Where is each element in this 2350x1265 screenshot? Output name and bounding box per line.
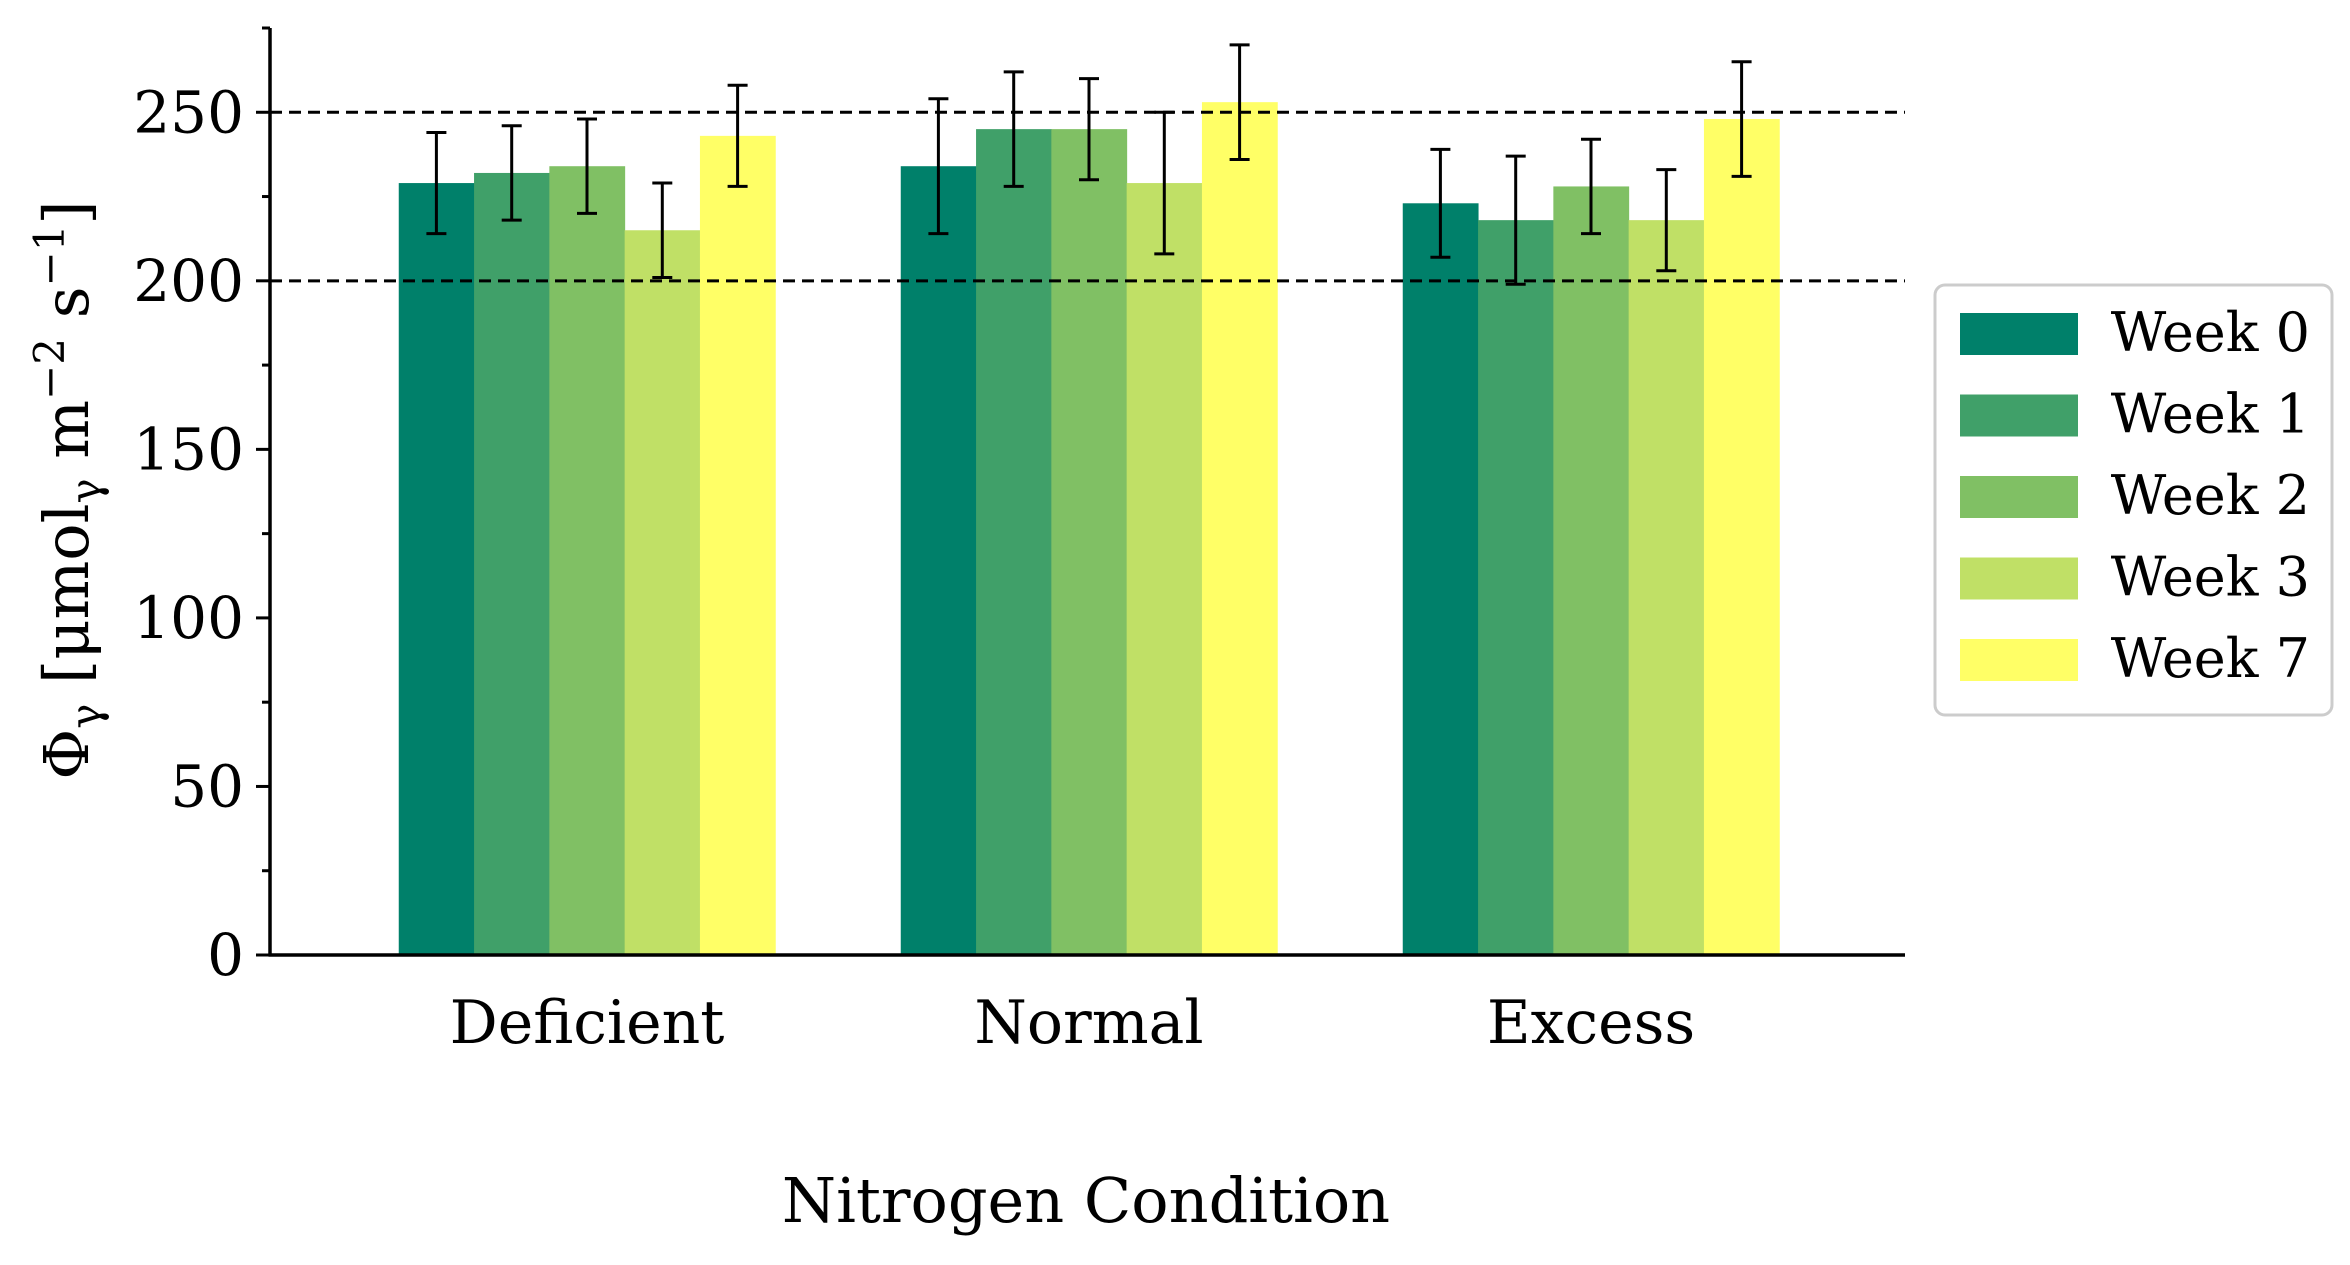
legend-swatch [1960,557,2078,600]
bar-deficient-week-1 [474,172,550,955]
error-bar-normal-week-3 [1154,110,1175,256]
legend-item-week-3: Week 3 [1960,546,2310,609]
y-axis-title: Φγ [μmolγ m−2 s−1] [25,200,110,779]
error-bar-deficient-week-0 [426,130,447,236]
error-bar-normal-week-7 [1229,43,1250,161]
error-bar-normal-week-0 [928,97,949,236]
legend-swatch [1960,313,2078,355]
error-bars [426,43,1752,286]
bar-normal-week-2 [1051,129,1128,956]
bar-deficient-week-0 [398,183,475,955]
x-axis-title: Nitrogen Condition [782,1164,1390,1237]
bar-deficient-week-2 [549,166,626,955]
x-tick-label-deficient: Deficient [450,988,725,1058]
axes [268,28,1905,957]
legend-item-week-1: Week 1 [1960,383,2310,446]
legend-swatch [1960,476,2078,518]
bar-normal-week-7 [1201,102,1278,955]
bar-normal-week-1 [976,129,1052,956]
x-tick-label-excess: Excess [1487,988,1695,1058]
legend-item-week-7: Week 7 [1960,627,2310,690]
y-tick-label-0: 0 [207,921,244,989]
legend: Week 0 Week 1 Week 2 Week 3 Week 7 [1933,283,2334,717]
bar-normal-week-3 [1126,183,1203,955]
error-bar-normal-week-1 [1003,70,1024,188]
y-axis-symbol-sub: γ [61,704,110,729]
error-bar-excess-week-3 [1656,168,1677,273]
bar-excess-week-0 [1402,203,1479,955]
bar-excess-week-7 [1703,119,1780,956]
legend-items: Week 0 Week 1 Week 2 Week 3 Week 7 [1960,301,2310,690]
bar-excess-week-3 [1628,220,1705,955]
legend-label: Week 2 [2111,464,2310,527]
error-bar-excess-week-7 [1731,60,1752,178]
error-bar-deficient-week-7 [727,83,748,188]
error-bar-deficient-week-3 [652,181,673,279]
legend-frame [1933,283,2334,717]
y-axis-unit-m-exp: −2 [25,338,74,400]
error-bar-normal-week-2 [1079,77,1099,182]
y-axis-symbol: Φ [30,729,103,780]
error-bar-excess-week-1 [1505,154,1526,286]
y-axis-unit-open: [μmol [30,504,103,704]
bars-layer [398,102,1780,956]
y-tick-label-150: 150 [133,415,244,483]
y-axis-unit-sub: γ [61,478,110,503]
y-tick-label-250: 250 [133,78,244,146]
error-bar-excess-week-0 [1430,147,1451,259]
legend-label: Week 3 [2111,546,2310,609]
y-axis-unit-close: ] [30,200,103,224]
bar-excess-week-2 [1553,186,1630,955]
error-bar-deficient-week-1 [501,124,522,222]
legend-swatch [1960,394,2078,437]
y-axis-unit-m: m [30,400,103,479]
y-axis-unit-s-exp: −1 [25,225,74,287]
y-tick-label-100: 100 [133,584,244,652]
x-tick-labels: Deficient Normal Excess [450,988,1696,1058]
y-tick-label-200: 200 [133,247,244,315]
bar-normal-week-0 [900,166,977,955]
error-bar-excess-week-2 [1581,137,1601,236]
legend-label: Week 7 [2111,627,2310,690]
bar-deficient-week-7 [699,135,776,956]
legend-label: Week 0 [2111,301,2310,364]
bar-excess-week-1 [1478,220,1554,955]
x-tick-label-normal: Normal [974,988,1203,1058]
legend-swatch [1960,639,2078,681]
y-ticks: 0 50 100 150 200 250 [133,26,270,989]
y-axis-unit-s: s [30,286,103,338]
y-tick-label-50: 50 [170,752,244,820]
bar-deficient-week-3 [624,230,701,956]
error-bar-deficient-week-2 [577,117,597,215]
legend-item-week-2: Week 2 [1960,464,2310,527]
legend-item-week-0: Week 0 [1960,301,2310,364]
legend-label: Week 1 [2111,383,2310,446]
